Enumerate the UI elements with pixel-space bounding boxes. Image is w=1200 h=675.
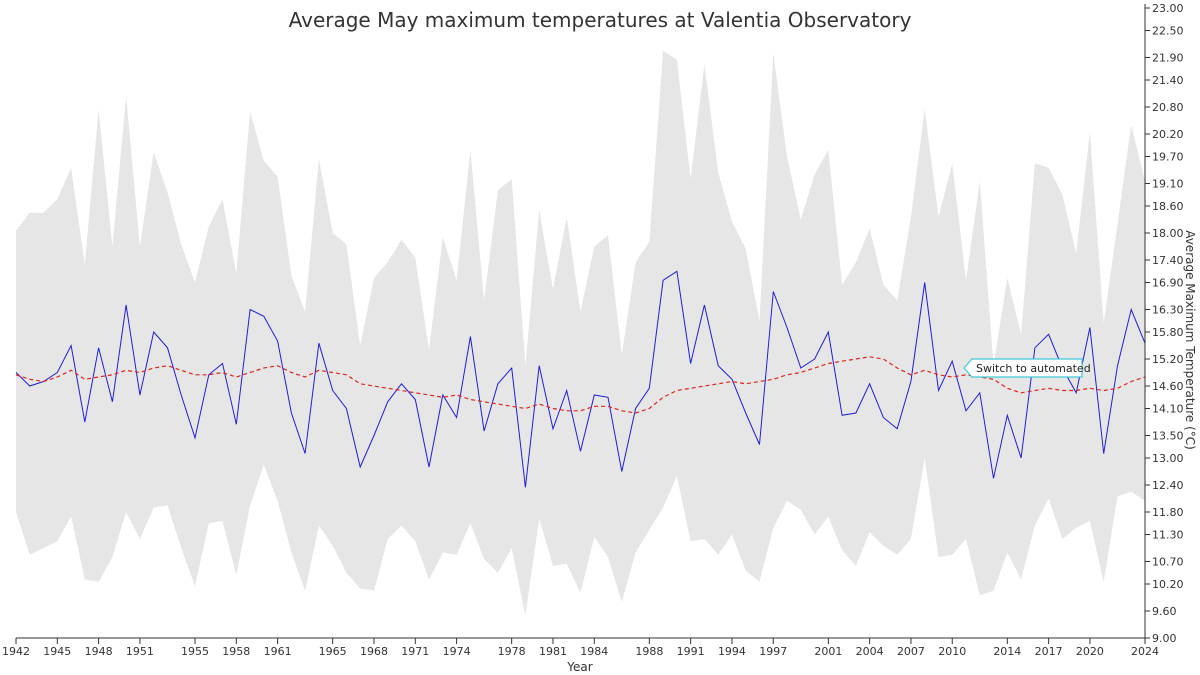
y-tick-label: 9.60 — [1152, 605, 1177, 618]
y-tick-label: 15.80 — [1152, 326, 1184, 339]
x-tick-label: 1991 — [677, 645, 705, 658]
x-tick-label: 1974 — [443, 645, 471, 658]
annotation-box — [963, 358, 1083, 378]
y-tick-label: 19.10 — [1152, 178, 1184, 191]
y-tick-label: 13.50 — [1152, 430, 1184, 443]
y-tick-label: 11.30 — [1152, 529, 1184, 542]
x-tick-label: 1942 — [2, 645, 30, 658]
x-tick-label: 2020 — [1076, 645, 1104, 658]
x-axis-label: Year — [566, 660, 592, 674]
y-tick-label: 18.60 — [1152, 200, 1184, 213]
x-tick-label: 1958 — [222, 645, 250, 658]
y-tick-label: 23.00 — [1152, 2, 1184, 15]
x-tick-label: 1978 — [498, 645, 526, 658]
y-tick-label: 12.40 — [1152, 479, 1184, 492]
range-band — [16, 50, 1145, 616]
y-tick-label: 20.80 — [1152, 101, 1184, 114]
y-tick-label: 15.20 — [1152, 353, 1184, 366]
y-tick-label: 11.80 — [1152, 506, 1184, 519]
x-tick-label: 1984 — [580, 645, 608, 658]
x-tick-label: 2007 — [897, 645, 925, 658]
y-tick-label: 16.30 — [1152, 304, 1184, 317]
x-tick-label: 1997 — [759, 645, 787, 658]
x-tick-label: 1971 — [401, 645, 429, 658]
y-tick-label: 10.20 — [1152, 578, 1184, 591]
series-line-dashed — [15, 356, 1146, 414]
x-tick-label: 1961 — [264, 645, 292, 658]
x-tick-label: 2024 — [1131, 645, 1159, 658]
y-tick-label: 20.20 — [1152, 128, 1184, 141]
y-tick-label: 21.90 — [1152, 52, 1184, 65]
x-tick-label: 2004 — [856, 645, 884, 658]
y-tick-label: 17.40 — [1152, 254, 1184, 267]
series-layer — [15, 270, 1146, 488]
y-tick-label: 18.00 — [1152, 227, 1184, 240]
x-tick-label: 1945 — [43, 645, 71, 658]
annotations: Switch to automated — [963, 358, 1091, 378]
y-tick-label: 22.50 — [1152, 25, 1184, 38]
x-tick-label: 2010 — [938, 645, 966, 658]
x-tick-label: 1988 — [635, 645, 663, 658]
x-tick-label: 1965 — [319, 645, 347, 658]
x-tick-label: 1968 — [360, 645, 388, 658]
x-tick-label: 1951 — [126, 645, 154, 658]
series-line-solid — [15, 270, 1146, 488]
annotation-label: Switch to automated — [976, 362, 1091, 375]
y-axis-label: Average Maximum Temperature (°C) — [1183, 230, 1197, 450]
x-tick-label: 2017 — [1035, 645, 1063, 658]
y-tick-label: 14.60 — [1152, 380, 1184, 393]
y-tick-label: 10.70 — [1152, 556, 1184, 569]
x-tick-label: 1955 — [181, 645, 209, 658]
x-tick-label: 2001 — [814, 645, 842, 658]
x-tick-label: 1948 — [85, 645, 113, 658]
range-band-area — [16, 50, 1145, 616]
y-tick-label: 16.90 — [1152, 277, 1184, 290]
axes: 1942 1945 1948 1951 1955 1958 1961 1965 1968 1971… — [2, 2, 1184, 658]
chart-title: Average May maximum temperatures at Vale… — [289, 8, 912, 32]
y-tick-label: 9.00 — [1152, 632, 1177, 645]
x-tick-label: 2014 — [993, 645, 1021, 658]
y-tick-label: 13.00 — [1152, 452, 1184, 465]
y-tick-label: 21.40 — [1152, 74, 1184, 87]
y-tick-label: 14.10 — [1152, 403, 1184, 416]
y-tick-label: 19.70 — [1152, 151, 1184, 164]
x-tick-label: 1981 — [539, 645, 567, 658]
x-tick-label: 1994 — [718, 645, 746, 658]
